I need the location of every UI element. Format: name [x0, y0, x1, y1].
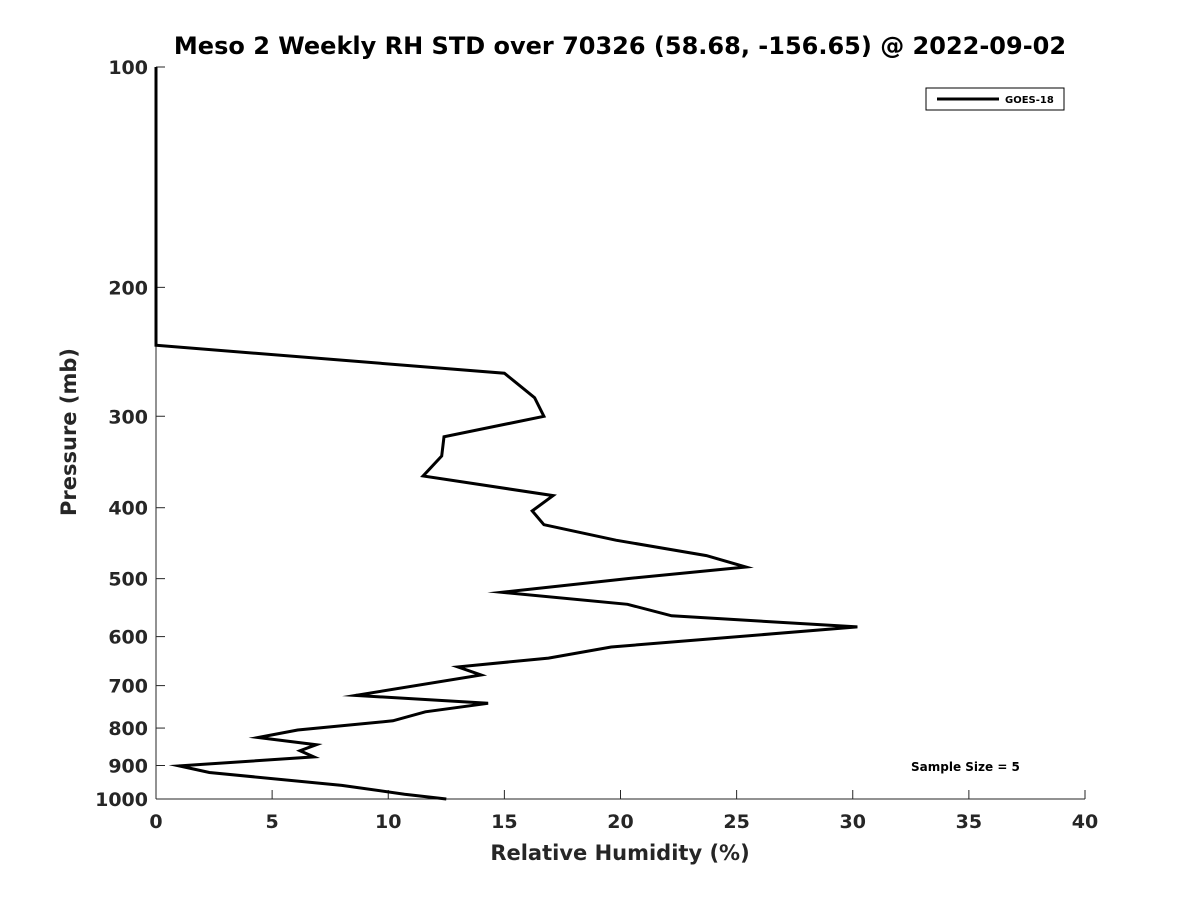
y-tick-label: 700: [108, 676, 148, 698]
x-tick-label: 30: [840, 811, 866, 833]
series-layer: [154, 67, 858, 801]
x-tick-label: 20: [607, 811, 633, 833]
y-tick-label: 500: [108, 569, 148, 591]
x-tick-label: 15: [491, 811, 517, 833]
y-tick-label: 300: [108, 406, 148, 428]
x-axis-label: Relative Humidity (%): [490, 841, 749, 865]
legend: GOES-18: [925, 87, 1065, 111]
x-axis-ticks: 0 5 10 15 20 25 30 35 40: [149, 790, 1098, 833]
y-axis-label: Pressure (mb): [57, 348, 81, 516]
y-axis-ticks: 100 200 300 400 500 600 700 800 900 1000: [95, 57, 165, 811]
y-tick-label: 800: [108, 718, 148, 740]
legend-label-goes-18: GOES-18: [1005, 95, 1054, 106]
y-tick-label: 100: [108, 57, 148, 79]
x-tick-label: 35: [956, 811, 982, 833]
y-tick-label: 400: [108, 498, 148, 520]
plot-area: [155, 67, 1085, 800]
x-tick-label: 25: [723, 811, 749, 833]
x-tick-label: 10: [375, 811, 401, 833]
y-tick-label: 600: [108, 627, 148, 649]
series-line-goes-18: [154, 67, 858, 801]
x-tick-label: 0: [149, 811, 162, 833]
y-tick-label: 200: [108, 277, 148, 299]
sample-size-annotation: Sample Size = 5: [911, 760, 1020, 774]
x-tick-label: 40: [1072, 811, 1098, 833]
y-tick-label: 1000: [95, 789, 148, 811]
chart-title: Meso 2 Weekly RH STD over 70326 (58.68, …: [174, 32, 1066, 60]
x-tick-label: 5: [266, 811, 279, 833]
y-tick-label: 900: [108, 756, 148, 778]
